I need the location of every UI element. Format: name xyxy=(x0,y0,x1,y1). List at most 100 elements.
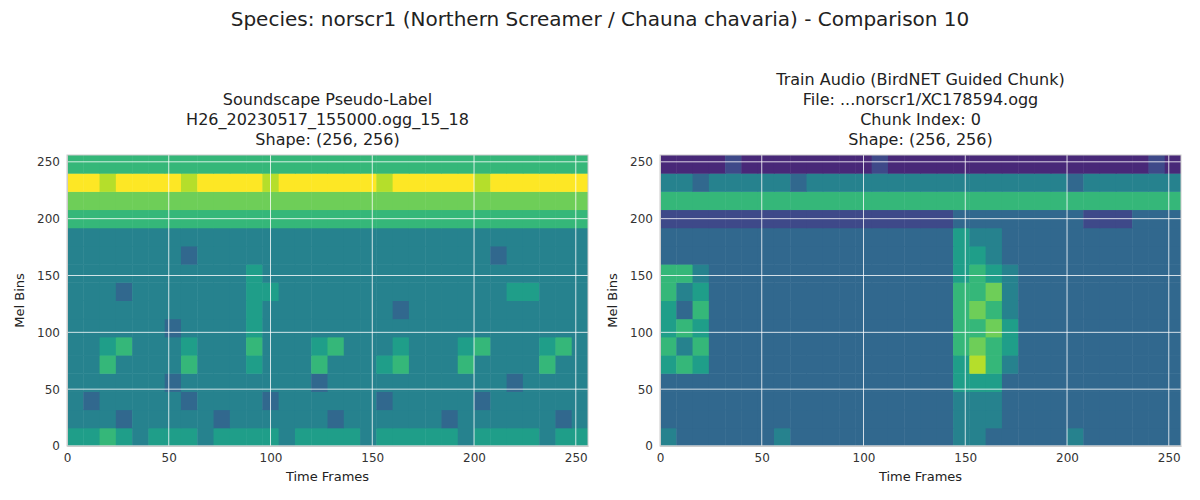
cell xyxy=(425,319,442,338)
cell xyxy=(969,428,986,446)
cell xyxy=(376,191,393,210)
cell xyxy=(676,264,693,283)
cell xyxy=(904,337,921,356)
cell xyxy=(230,191,247,210)
cell xyxy=(181,319,198,338)
cell xyxy=(1148,391,1165,410)
cell xyxy=(132,191,149,210)
cell xyxy=(67,264,84,283)
cell xyxy=(1083,228,1100,247)
cell xyxy=(725,355,742,374)
cell xyxy=(409,337,426,356)
cell xyxy=(165,173,182,192)
cell xyxy=(1083,246,1100,265)
cell xyxy=(67,246,84,265)
cell xyxy=(1034,391,1051,410)
cell xyxy=(441,228,458,247)
cell xyxy=(839,264,856,283)
cell xyxy=(774,337,791,356)
cell xyxy=(937,301,954,320)
cell xyxy=(1148,355,1165,374)
tick: 0 xyxy=(657,446,665,465)
cell xyxy=(507,246,524,265)
cell xyxy=(660,337,677,356)
tick: 250 xyxy=(37,155,67,169)
cell xyxy=(969,191,986,210)
cell xyxy=(279,155,296,174)
cell xyxy=(790,319,807,338)
cell xyxy=(165,391,182,410)
cell xyxy=(1051,155,1068,174)
background xyxy=(0,0,1200,500)
cell xyxy=(360,319,377,338)
grid-line xyxy=(863,155,864,446)
cell xyxy=(709,191,726,210)
cell xyxy=(676,228,693,247)
cell xyxy=(555,264,572,283)
cell xyxy=(376,391,393,410)
cell xyxy=(986,301,1003,320)
cell xyxy=(328,282,345,301)
cell xyxy=(393,191,410,210)
cell xyxy=(807,264,824,283)
cell xyxy=(986,228,1003,247)
cell xyxy=(490,355,507,374)
cell xyxy=(872,337,889,356)
cell xyxy=(709,391,726,410)
cell xyxy=(1018,391,1035,410)
cell xyxy=(393,319,410,338)
cell xyxy=(393,337,410,356)
cell xyxy=(67,428,84,446)
cell xyxy=(572,173,588,192)
cell xyxy=(741,264,758,283)
tick: 100 xyxy=(260,446,283,465)
cell xyxy=(393,410,410,429)
cell xyxy=(937,246,954,265)
cell xyxy=(872,410,889,429)
cell xyxy=(904,319,921,338)
cell xyxy=(230,319,247,338)
cell xyxy=(1100,155,1117,174)
cell xyxy=(328,191,345,210)
cell xyxy=(676,410,693,429)
cell xyxy=(921,246,938,265)
cell xyxy=(676,155,693,174)
tick-label: 250 xyxy=(1158,451,1181,465)
cell xyxy=(823,428,840,446)
cell xyxy=(507,282,524,301)
cell xyxy=(279,173,296,192)
cell xyxy=(790,282,807,301)
cell xyxy=(1002,173,1019,192)
cell xyxy=(1148,155,1165,174)
cell xyxy=(100,355,117,374)
cell xyxy=(279,319,296,338)
cell xyxy=(904,264,921,283)
cell xyxy=(181,155,198,174)
cell xyxy=(148,264,165,283)
cell xyxy=(100,191,117,210)
tick-label: 100 xyxy=(853,451,876,465)
tick: 0 xyxy=(645,439,660,453)
cell xyxy=(1051,355,1068,374)
cell xyxy=(1132,282,1149,301)
cell xyxy=(921,264,938,283)
cell xyxy=(904,228,921,247)
cell xyxy=(839,337,856,356)
cell xyxy=(888,191,905,210)
cell xyxy=(572,155,588,174)
cell xyxy=(197,228,214,247)
cell xyxy=(181,173,198,192)
cell xyxy=(83,337,100,356)
grid-line xyxy=(372,155,373,446)
cell xyxy=(181,191,198,210)
cell xyxy=(725,410,742,429)
cell xyxy=(116,301,133,320)
grid-line xyxy=(660,218,1181,219)
cell xyxy=(1116,282,1133,301)
cell xyxy=(523,391,540,410)
cell xyxy=(1165,337,1181,356)
cell xyxy=(100,410,117,429)
cell xyxy=(904,428,921,446)
cell xyxy=(758,155,775,174)
cell xyxy=(1002,264,1019,283)
